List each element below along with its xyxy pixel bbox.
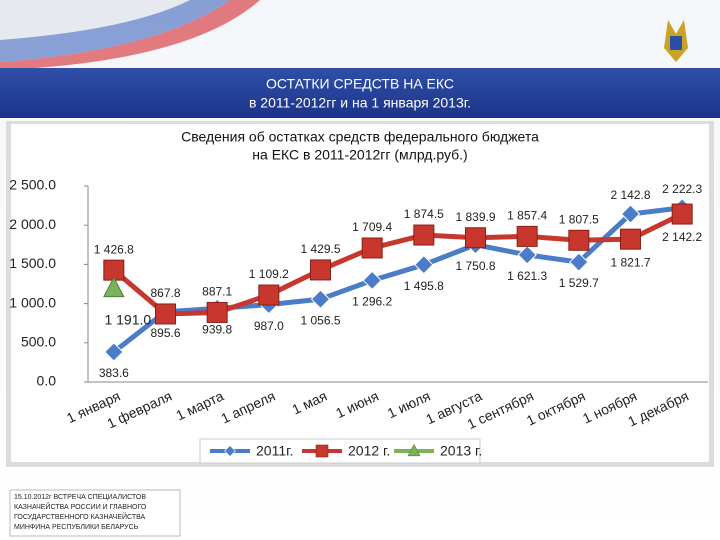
footer-line: 15.10.2012г ВСТРЕЧА СПЕЦИАЛИСТОВ — [14, 494, 146, 501]
data-label: 1 857.4 — [507, 209, 547, 223]
y-tick-label: 2 000.0 — [9, 216, 56, 232]
data-label: 1 839.9 — [455, 210, 495, 224]
flag-blue — [0, 0, 230, 62]
marker — [258, 284, 280, 306]
data-label: 1 750.8 — [455, 259, 495, 273]
data-label: 2 142.2 — [662, 230, 702, 244]
data-label: 383.6 — [99, 366, 129, 380]
header-bar — [0, 68, 720, 118]
marker — [361, 237, 383, 259]
data-label: 1 821.7 — [610, 255, 650, 269]
chart-title: на ЕКС в 2011-2012гг (млрд.руб.) — [252, 147, 467, 163]
footer-line: КАЗНАЧЕЙСТВА РОССИИ И ГЛАВНОГО — [14, 502, 147, 511]
data-label: 1 529.7 — [559, 276, 599, 290]
marker — [206, 301, 228, 323]
y-tick-label: 2 500.0 — [9, 177, 56, 193]
footer-line: МИНФИНА РЕСПУБЛИКИ БЕЛАРУСЬ — [14, 524, 139, 531]
header-line: в 2011-2012гг и на 1 января 2013г. — [249, 95, 471, 111]
data-label: 895.6 — [150, 326, 180, 340]
marker — [516, 225, 538, 247]
marker — [310, 259, 331, 281]
data-label: 1 429.5 — [300, 242, 340, 256]
y-tick-label: 1 500.0 — [9, 255, 56, 271]
data-label: 1 296.2 — [352, 295, 392, 309]
marker — [517, 245, 537, 265]
data-label: 1 191.0 — [104, 311, 151, 327]
marker — [620, 204, 641, 224]
marker — [569, 252, 589, 272]
marker — [465, 227, 486, 249]
marker — [413, 224, 435, 246]
data-label: 1 874.5 — [404, 207, 444, 221]
y-tick-label: 500.0 — [21, 334, 56, 350]
marker — [407, 443, 421, 457]
footer: 15.10.2012г ВСТРЕЧА СПЕЦИАЛИСТОВКАЗНАЧЕЙ… — [14, 494, 147, 531]
marker — [104, 342, 124, 362]
data-label: 2 222.3 — [662, 182, 702, 196]
data-label: 1 621.3 — [507, 269, 547, 283]
data-label: 867.8 — [150, 286, 180, 300]
data-label: 1 807.5 — [559, 212, 599, 226]
y-tick-label: 0.0 — [37, 373, 57, 389]
marker — [103, 276, 125, 298]
marker — [224, 445, 236, 457]
footer-box — [9, 489, 181, 537]
chart-title: Сведения об остатках средств федеральног… — [181, 129, 539, 145]
marker — [155, 303, 176, 325]
data-label: 1 056.5 — [300, 313, 340, 327]
emblem — [664, 20, 688, 62]
marker — [671, 203, 693, 225]
data-label: 887.1 — [202, 285, 232, 299]
legend-label: 2013 г. — [440, 443, 482, 459]
flag-red — [0, 0, 260, 70]
chart-panel — [11, 124, 709, 462]
data-label: 1 709.4 — [352, 220, 392, 234]
legend-label: 2012 г. — [348, 443, 390, 459]
legend-label: 2011г. — [256, 443, 293, 459]
marker — [568, 229, 590, 251]
flag-white — [0, 0, 190, 40]
marker — [315, 444, 329, 458]
data-label: 2 142.8 — [610, 188, 650, 202]
data-label: 1 109.2 — [249, 267, 289, 281]
header-line: ОСТАТКИ СРЕДСТВ НА ЕКС — [266, 76, 454, 92]
data-label: 987.0 — [254, 319, 284, 333]
marker — [620, 228, 641, 250]
marker — [310, 289, 331, 309]
y-tick-label: 1 000.0 — [9, 294, 56, 310]
data-label: 1 426.8 — [94, 242, 134, 256]
data-label: 1 495.8 — [404, 279, 444, 293]
data-label: 939.8 — [202, 322, 232, 336]
footer-line: ГОСУДАРСТВЕННОГО КАЗНАЧЕЙСТВА — [14, 512, 146, 521]
marker — [362, 270, 382, 291]
marker — [414, 255, 434, 275]
